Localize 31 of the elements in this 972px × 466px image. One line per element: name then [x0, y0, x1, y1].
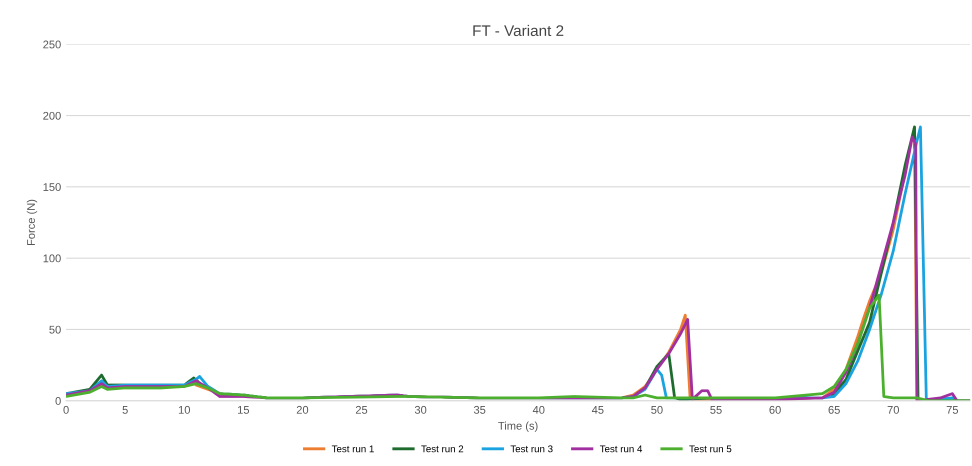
legend-label: Test run 3 [510, 445, 553, 452]
x-tick-label: 20 [296, 406, 308, 414]
y-tick-label: 100 [44, 254, 61, 262]
x-tick-label: 25 [356, 406, 368, 414]
legend-label: Test run 4 [600, 446, 642, 452]
chart-title: FT - Variant 2 [473, 24, 564, 36]
x-tick-label: 50 [651, 406, 663, 414]
x-tick-label: 60 [769, 406, 781, 414]
x-tick-label: 15 [238, 406, 250, 414]
x-tick-label: 75 [946, 406, 958, 414]
x-tick-label: 70 [888, 406, 899, 414]
x-tick-label: 5 [122, 406, 128, 414]
x-tick-label: 10 [178, 406, 190, 414]
y-tick-label: 200 [43, 112, 61, 120]
x-tick-label: 0 [63, 406, 69, 414]
legend-label: Test run 2 [421, 445, 464, 452]
x-tick-label: 55 [710, 406, 722, 414]
legend-label: Test run 5 [689, 446, 732, 452]
x-axis-title: Time (s) [498, 422, 538, 432]
x-tick-label: 35 [474, 406, 486, 414]
y-axis-title: Force (N) [26, 200, 38, 246]
x-tick-label: 40 [532, 406, 544, 414]
y-tick-label: 50 [49, 326, 61, 334]
y-tick-label: 150 [44, 183, 61, 191]
line-series [66, 294, 970, 401]
x-tick-label: 65 [828, 406, 840, 414]
x-tick-label: 30 [414, 406, 426, 414]
y-tick-label: 0 [55, 397, 61, 405]
y-tick-label: 250 [43, 40, 61, 48]
legend-label: Test run 1 [332, 446, 374, 452]
x-tick-label: 45 [592, 406, 604, 414]
